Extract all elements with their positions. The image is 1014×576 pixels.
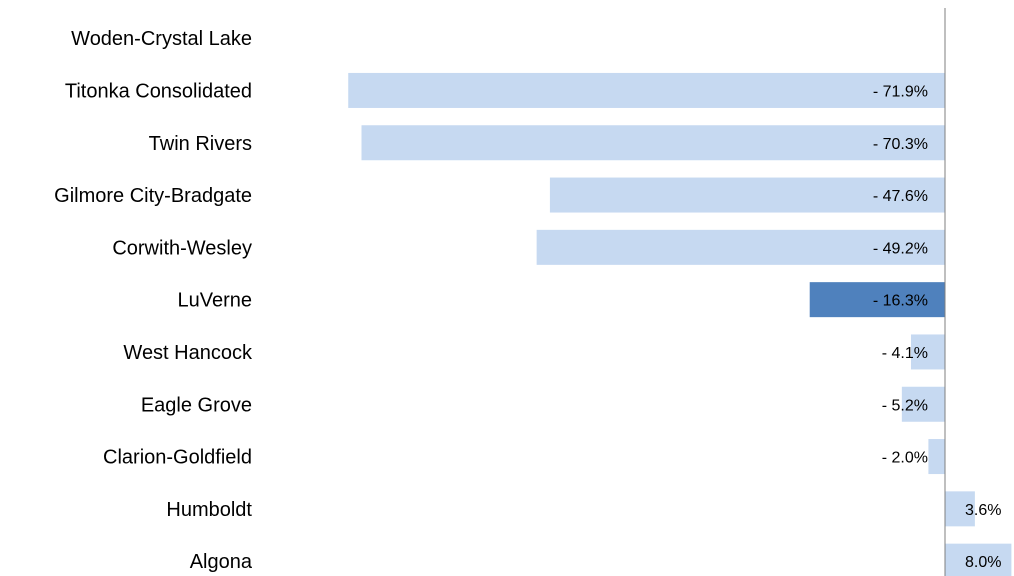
value-label-luverne: - 16.3% [873, 293, 928, 310]
value-labels-layer: - 71.9% - 70.3% - 47.6% - 49.2% - 16.3% - 4.1… [873, 83, 1002, 571]
value-label-eagle-grove: - 5.2% [882, 397, 928, 414]
value-label-corwith-wesley: - 49.2% [873, 240, 928, 257]
category-label-luverne: LuVerne [177, 290, 252, 312]
bar-luverne [809, 282, 945, 318]
category-label-west-hancock: West Hancock [123, 342, 253, 364]
bar-eagle-grove [901, 386, 945, 422]
category-label-algona: Algona [190, 551, 253, 573]
bar-corwith-wesley [536, 229, 945, 265]
bar-titonka-consolidated [348, 72, 946, 108]
bar-algona [945, 543, 1012, 576]
category-label-titonka-consolidated: Titonka Consolidated [65, 80, 252, 102]
category-label-gilmore-city-bradgate: Gilmore City-Bradgate [54, 185, 252, 207]
bar-clarion-goldfield [928, 439, 945, 475]
bar-twin-rivers [361, 125, 945, 161]
category-label-eagle-grove: Eagle Grove [141, 394, 252, 416]
bar-humboldt [945, 491, 975, 527]
category-label-humboldt: Humboldt [166, 499, 252, 521]
bar-gilmore-city-bradgate [549, 177, 945, 213]
bars-layer [348, 72, 1012, 576]
category-label-clarion-goldfield: Clarion-Goldfield [103, 447, 252, 469]
category-label-twin-rivers: Twin Rivers [149, 133, 252, 155]
value-label-algona: 8.0% [965, 554, 1001, 571]
value-label-gilmore-city-bradgate: - 47.6% [873, 188, 928, 205]
value-label-clarion-goldfield: - 2.0% [882, 450, 928, 467]
category-labels-layer: Woden-Crystal Lake Titonka Consolidated Tw… [54, 28, 253, 573]
category-label-corwith-wesley: Corwith-Wesley [112, 237, 252, 259]
value-label-titonka-consolidated: - 71.9% [873, 83, 928, 100]
category-label-woden-crystal-lake: Woden-Crystal Lake [71, 28, 252, 50]
value-label-west-hancock: - 4.1% [882, 345, 928, 362]
bar-west-hancock [910, 334, 945, 370]
value-label-twin-rivers: - 70.3% [873, 136, 928, 153]
value-label-humboldt: 3.6% [965, 502, 1001, 519]
